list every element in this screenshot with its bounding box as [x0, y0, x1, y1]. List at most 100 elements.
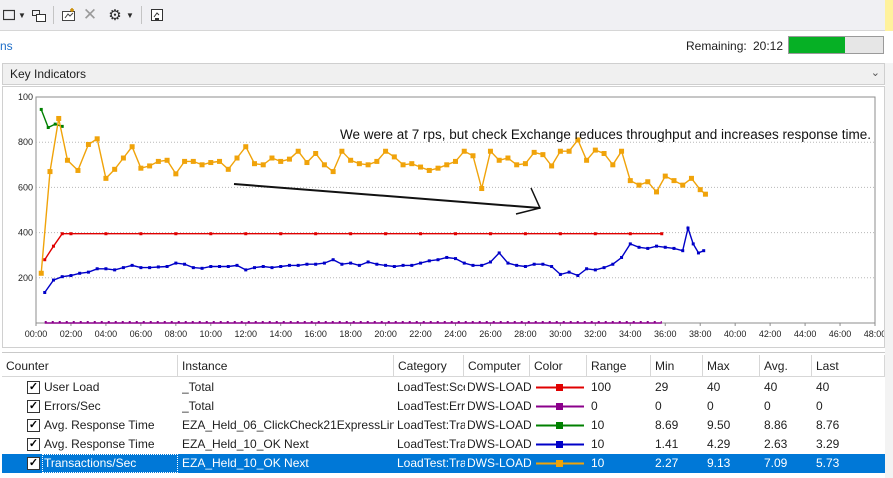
delete-icon[interactable]: ✕: [82, 5, 98, 25]
data-point: [314, 263, 317, 266]
series-color-swatch[interactable]: [534, 419, 586, 432]
focus-outline: [42, 454, 178, 473]
cell-computer: DWS-LOAD1: [467, 454, 531, 473]
data-point: [671, 178, 676, 183]
link[interactable]: ns: [0, 39, 13, 53]
cell-range: 0: [591, 397, 649, 416]
x-tick-label: 02:00: [60, 329, 83, 339]
data-point: [288, 264, 291, 267]
data-point: [436, 166, 441, 171]
series-color-swatch[interactable]: [534, 381, 586, 394]
export-icon[interactable]: [148, 5, 166, 25]
data-point: [157, 265, 160, 268]
column-header[interactable]: Last: [812, 355, 885, 377]
data-point: [366, 162, 371, 167]
data-point: [61, 232, 64, 235]
row-checkbox[interactable]: ✓: [27, 381, 40, 394]
data-point: [69, 232, 72, 235]
series-color-swatch[interactable]: [534, 400, 586, 413]
row-checkbox[interactable]: ✓: [27, 457, 40, 470]
data-point: [339, 149, 344, 154]
key-indicators-header[interactable]: Key Indicators ⌄: [2, 63, 885, 85]
cell-instance: EZA_Held_10_OK Next: [182, 435, 394, 454]
data-point: [428, 259, 431, 262]
add-counter-icon[interactable]: [60, 5, 78, 25]
toolbar-separator: [141, 6, 142, 24]
data-point: [139, 266, 142, 269]
cell-avg: 2.63: [764, 435, 812, 454]
column-header[interactable]: Category: [394, 355, 464, 377]
table-row[interactable]: ✓ Avg. Response Time EZA_Held_06_ClickChec…: [2, 416, 885, 435]
data-point: [75, 168, 80, 173]
column-header[interactable]: Max: [703, 355, 760, 377]
dropdown-arrow-icon[interactable]: ▼: [125, 5, 135, 25]
data-point: [697, 251, 700, 254]
data-point: [104, 267, 107, 270]
table-row[interactable]: ✓ Transactions/Sec EZA_Held_10_OK Next Load…: [2, 454, 885, 473]
scrollbar[interactable]: [885, 63, 893, 478]
data-point: [541, 263, 544, 266]
data-point: [243, 144, 248, 149]
data-point: [524, 265, 527, 268]
column-header[interactable]: Counter: [2, 355, 178, 377]
dropdown-arrow-icon[interactable]: ▼: [17, 5, 27, 25]
table-row[interactable]: ✓ Avg. Response Time EZA_Held_10_OK Next Lo…: [2, 435, 885, 454]
data-point: [358, 264, 361, 267]
data-point: [261, 162, 266, 167]
column-header[interactable]: Instance: [178, 355, 394, 377]
x-tick-label: 36:00: [654, 329, 677, 339]
data-point: [165, 158, 170, 163]
chevron-down-icon[interactable]: ⌄: [871, 66, 880, 79]
cell-min: 8.69: [655, 416, 703, 435]
cell-max: 4.29: [707, 435, 760, 454]
x-tick-label: 44:00: [794, 329, 817, 339]
column-header[interactable]: Computer: [464, 355, 530, 377]
column-header[interactable]: Range: [587, 355, 651, 377]
column-header[interactable]: Min: [651, 355, 703, 377]
data-point: [664, 246, 667, 249]
data-point: [619, 149, 624, 154]
data-point: [253, 266, 256, 269]
series-color-swatch[interactable]: [534, 457, 586, 470]
data-point: [138, 166, 143, 171]
remaining-label: Remaining:: [686, 39, 747, 53]
data-point: [567, 149, 572, 154]
data-point: [148, 266, 151, 269]
data-point: [393, 265, 396, 268]
data-point: [349, 262, 352, 265]
data-point: [313, 151, 318, 156]
data-point: [69, 274, 72, 277]
data-point: [515, 264, 518, 267]
data-point: [96, 267, 99, 270]
x-tick-label: 46:00: [829, 329, 852, 339]
data-point: [131, 264, 134, 267]
cell-min: 1.41: [655, 435, 703, 454]
series-color-swatch[interactable]: [534, 438, 586, 451]
data-point: [620, 256, 623, 259]
layout-icon[interactable]: [31, 5, 47, 25]
cell-avg: 7.09: [764, 454, 812, 473]
column-header[interactable]: Color: [530, 355, 587, 377]
data-point: [594, 268, 597, 271]
monitor-icon[interactable]: [2, 5, 16, 25]
data-point: [655, 245, 658, 248]
data-point: [322, 162, 327, 167]
data-point: [43, 258, 46, 261]
data-point: [611, 263, 614, 266]
data-point: [78, 272, 81, 275]
row-checkbox[interactable]: ✓: [27, 400, 40, 413]
row-checkbox[interactable]: ✓: [27, 438, 40, 451]
data-point: [470, 153, 475, 158]
data-point: [505, 156, 510, 161]
data-point: [488, 149, 493, 154]
data-point: [593, 148, 598, 153]
data-point: [61, 275, 64, 278]
row-checkbox[interactable]: ✓: [27, 419, 40, 432]
data-point: [278, 159, 283, 164]
cell-counter: Errors/Sec: [44, 397, 178, 416]
data-point: [236, 264, 239, 267]
column-header[interactable]: Avg.: [760, 355, 812, 377]
gear-icon[interactable]: ⚙: [106, 5, 124, 25]
